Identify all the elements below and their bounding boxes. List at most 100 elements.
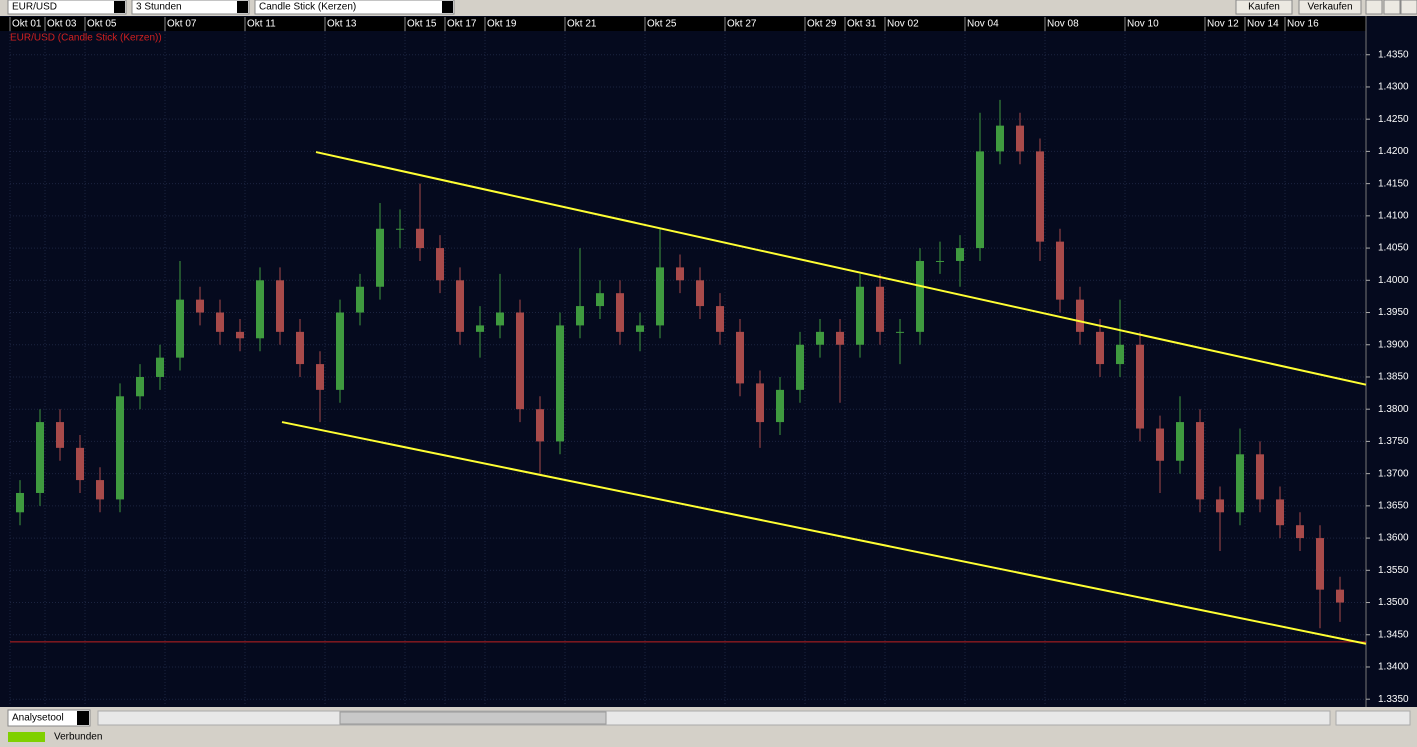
buy-label: Kaufen <box>1248 2 1280 13</box>
y-tick-label: 1.3550 <box>1378 565 1409 576</box>
symbol: EUR/USD <box>12 2 57 13</box>
interval: 3 Stunden <box>136 2 182 13</box>
y-tick-label: 1.3700 <box>1378 468 1409 479</box>
candle-body <box>936 260 944 262</box>
y-tick-label: 1.4000 <box>1378 275 1409 286</box>
candle-body <box>196 299 204 313</box>
candle-body <box>1296 525 1304 539</box>
candle-body <box>276 280 284 332</box>
icon-button[interactable] <box>1365 0 1383 15</box>
candle-body <box>1156 428 1164 461</box>
y-tick-label: 1.4350 <box>1378 49 1409 60</box>
style-select[interactable] <box>254 0 455 15</box>
candle-body <box>976 151 984 249</box>
y-tick-label: 1.3500 <box>1378 597 1409 608</box>
candle-body <box>1336 589 1344 603</box>
y-tick-label: 1.4100 <box>1378 210 1409 221</box>
y-tick-label: 1.3750 <box>1378 436 1409 447</box>
candle-body <box>716 306 724 332</box>
y-tick-label: 1.3650 <box>1378 501 1409 512</box>
interval-select[interactable] <box>131 0 250 15</box>
x-tick-label: Nov 12 <box>1207 19 1239 30</box>
candle-body <box>316 364 324 390</box>
y-tick-label: 1.3600 <box>1378 533 1409 544</box>
candle-body <box>1236 454 1244 513</box>
candle-body <box>696 280 704 307</box>
candle-body <box>996 125 1004 152</box>
x-tick-label: Okt 17 <box>447 19 477 30</box>
x-tick-label: Nov 16 <box>1287 19 1319 30</box>
candle-body <box>376 228 384 287</box>
candle-body <box>1256 454 1264 500</box>
candle-body <box>436 248 444 281</box>
candle-body <box>156 357 164 377</box>
candle-body <box>536 409 544 442</box>
candle-body <box>56 422 64 448</box>
x-tick-label: Nov 08 <box>1047 19 1079 30</box>
candle-body <box>896 331 904 333</box>
x-tick-label: Okt 07 <box>167 19 197 30</box>
candle-body <box>956 248 964 261</box>
sell-button[interactable] <box>1298 0 1362 15</box>
scroll-thumb[interactable] <box>339 711 607 725</box>
candle-body <box>416 228 424 249</box>
candle-body <box>616 293 624 332</box>
icon-button[interactable] <box>1383 0 1401 15</box>
trendline <box>315 151 1367 386</box>
candle-body <box>1036 151 1044 242</box>
candle-body <box>556 325 564 442</box>
candle-body <box>96 480 104 500</box>
candle-body <box>1216 499 1224 513</box>
x-tick-label: Okt 13 <box>327 19 357 30</box>
buy-button[interactable] <box>1235 0 1293 15</box>
x-tick-label: Okt 29 <box>807 19 837 30</box>
dropdown-arrow[interactable] <box>442 1 453 13</box>
x-tick-label: Okt 01 <box>12 19 42 30</box>
symbol-select[interactable] <box>7 0 127 15</box>
candle-body <box>36 422 44 493</box>
candle-body <box>356 286 364 313</box>
x-tick-label: Okt 27 <box>727 19 757 30</box>
candle-body <box>1316 538 1324 590</box>
x-tick-label: Okt 31 <box>847 19 877 30</box>
candle-body <box>396 228 404 230</box>
x-tick-label: Okt 03 <box>47 19 77 30</box>
scrollbar[interactable] <box>97 710 1331 726</box>
candle-body <box>1276 499 1284 526</box>
date-strip <box>0 17 1366 31</box>
candle-body <box>1176 422 1184 461</box>
candle-body <box>1136 344 1144 429</box>
candle-body <box>736 331 744 384</box>
x-tick-label: Okt 21 <box>567 19 597 30</box>
x-tick-label: Nov 10 <box>1127 19 1159 30</box>
zoom-slider[interactable] <box>1335 710 1411 726</box>
status-bar <box>0 729 1417 742</box>
dropdown-arrow[interactable] <box>237 1 248 13</box>
candle-body <box>876 286 884 332</box>
tool-label: Analysetool <box>12 713 64 724</box>
tool-select[interactable] <box>7 709 91 727</box>
y-tick-label: 1.3950 <box>1378 307 1409 318</box>
candle-body <box>336 312 344 390</box>
x-tick-label: Okt 11 <box>247 19 276 30</box>
status: Verbunden <box>54 732 102 742</box>
status-indicator <box>8 732 45 742</box>
candle-body <box>1056 241 1064 300</box>
y-tick-label: 1.3400 <box>1378 662 1409 673</box>
candle-body <box>836 331 844 345</box>
candle-body <box>916 260 924 332</box>
dropdown-arrow[interactable] <box>114 1 125 13</box>
trendline <box>281 421 1367 645</box>
candle-body <box>756 383 764 423</box>
chart-title: EUR/USD (Candle Stick (Kerzen)) <box>10 33 162 44</box>
candle-body <box>1096 331 1104 365</box>
candle-body <box>796 344 804 390</box>
candle-body <box>136 376 144 397</box>
candle-body <box>176 299 184 358</box>
candle-body <box>476 325 484 332</box>
x-tick-label: Nov 02 <box>887 19 919 30</box>
dropdown-arrow[interactable] <box>77 711 89 725</box>
chart-style: Candle Stick (Kerzen) <box>259 2 356 13</box>
icon-button[interactable] <box>1400 0 1417 15</box>
